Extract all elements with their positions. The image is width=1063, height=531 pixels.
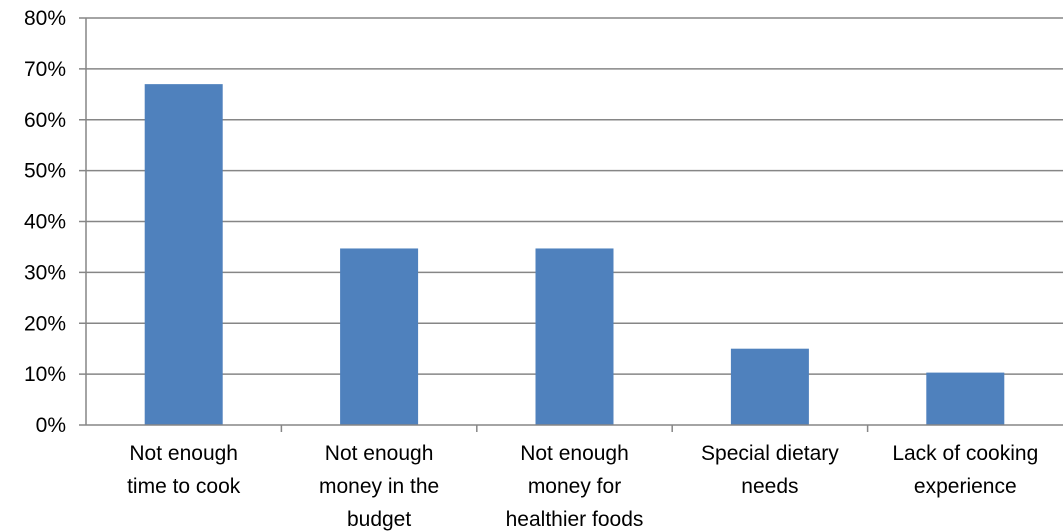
x-category-labels: Not enough time to cook Not enough money in… — [127, 442, 1038, 531]
bar — [340, 248, 419, 425]
bar — [144, 84, 223, 425]
x-category-label-line: money for — [528, 475, 621, 498]
x-category-label-line: experience — [914, 475, 1017, 498]
x-category-label-line: Not enough — [325, 442, 434, 465]
y-tick-label: 70% — [24, 58, 66, 81]
x-category-label-line: money in the — [319, 475, 439, 498]
axes — [79, 17, 1063, 432]
x-category-label-line: Not enough — [520, 442, 629, 465]
y-tick-label: 50% — [24, 160, 66, 183]
y-tick-label: 0% — [36, 414, 66, 437]
x-category-label: Not enough money in the budget — [319, 442, 439, 531]
bar — [535, 248, 614, 425]
x-category-label-line: Special dietary — [701, 442, 839, 465]
y-tick-labels: 0% 10% 20% 30% 40% 50% 60% 70% 80% — [24, 7, 66, 437]
y-tick-label: 30% — [24, 261, 66, 284]
x-category-label-line: needs — [741, 475, 798, 498]
x-category-label: Not enough money for healthier foods — [506, 442, 644, 531]
x-category-label-line: healthier foods — [506, 508, 644, 531]
x-category-label-line: time to cook — [127, 475, 241, 498]
x-category-label: Special dietary needs — [701, 442, 839, 498]
x-category-label-line: Not enough — [129, 442, 238, 465]
y-tick-label: 60% — [24, 109, 66, 132]
y-tick-label: 80% — [24, 7, 66, 30]
y-tick-label: 10% — [24, 363, 66, 386]
bar — [730, 348, 809, 425]
x-category-label-line: budget — [347, 508, 411, 531]
bars — [144, 84, 1005, 425]
y-tick-label: 20% — [24, 312, 66, 335]
x-category-label: Not enough time to cook — [127, 442, 241, 498]
x-category-label: Lack of cooking experience — [892, 442, 1038, 498]
y-tick-label: 40% — [24, 211, 66, 234]
bar — [926, 372, 1005, 425]
x-category-label-line: Lack of cooking — [892, 442, 1038, 465]
